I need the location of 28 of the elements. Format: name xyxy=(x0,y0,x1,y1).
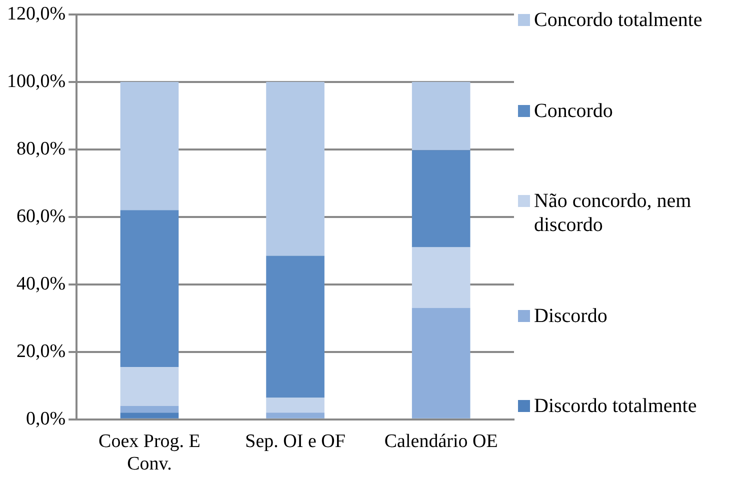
legend-label: Discordo totalmente xyxy=(534,394,697,418)
bar xyxy=(412,247,470,308)
x-tick-label: Calendário OE xyxy=(384,430,498,452)
legend-label: Discordo xyxy=(534,304,608,328)
y-tick-label: 20,0% xyxy=(16,340,66,362)
bar xyxy=(120,412,179,418)
y-tick-label: 120,0% xyxy=(7,3,66,24)
bar xyxy=(120,406,179,413)
x-tick-label: Sep. OI e OF xyxy=(245,430,346,452)
legend-label: Concordo xyxy=(534,98,613,122)
bar xyxy=(412,308,470,418)
bar xyxy=(120,82,179,210)
bar xyxy=(120,367,179,406)
bar xyxy=(266,398,324,413)
y-tick-label: 100,0% xyxy=(7,70,66,92)
legend-label: Concordo totalmente xyxy=(534,8,702,32)
y-tick-label: 0,0% xyxy=(26,408,66,430)
bar xyxy=(266,412,324,418)
bar xyxy=(120,210,179,368)
bar xyxy=(266,256,324,398)
x-tick-label: Coex Prog. E Conv. xyxy=(98,430,200,475)
bar xyxy=(412,82,470,150)
legend-label: Não concordo, nem discordo xyxy=(534,189,692,237)
y-tick-label: 40,0% xyxy=(16,273,66,294)
y-tick-label: 80,0% xyxy=(16,138,66,160)
bar xyxy=(412,150,470,248)
y-tick-label: 60,0% xyxy=(16,206,66,227)
bar xyxy=(266,82,324,256)
